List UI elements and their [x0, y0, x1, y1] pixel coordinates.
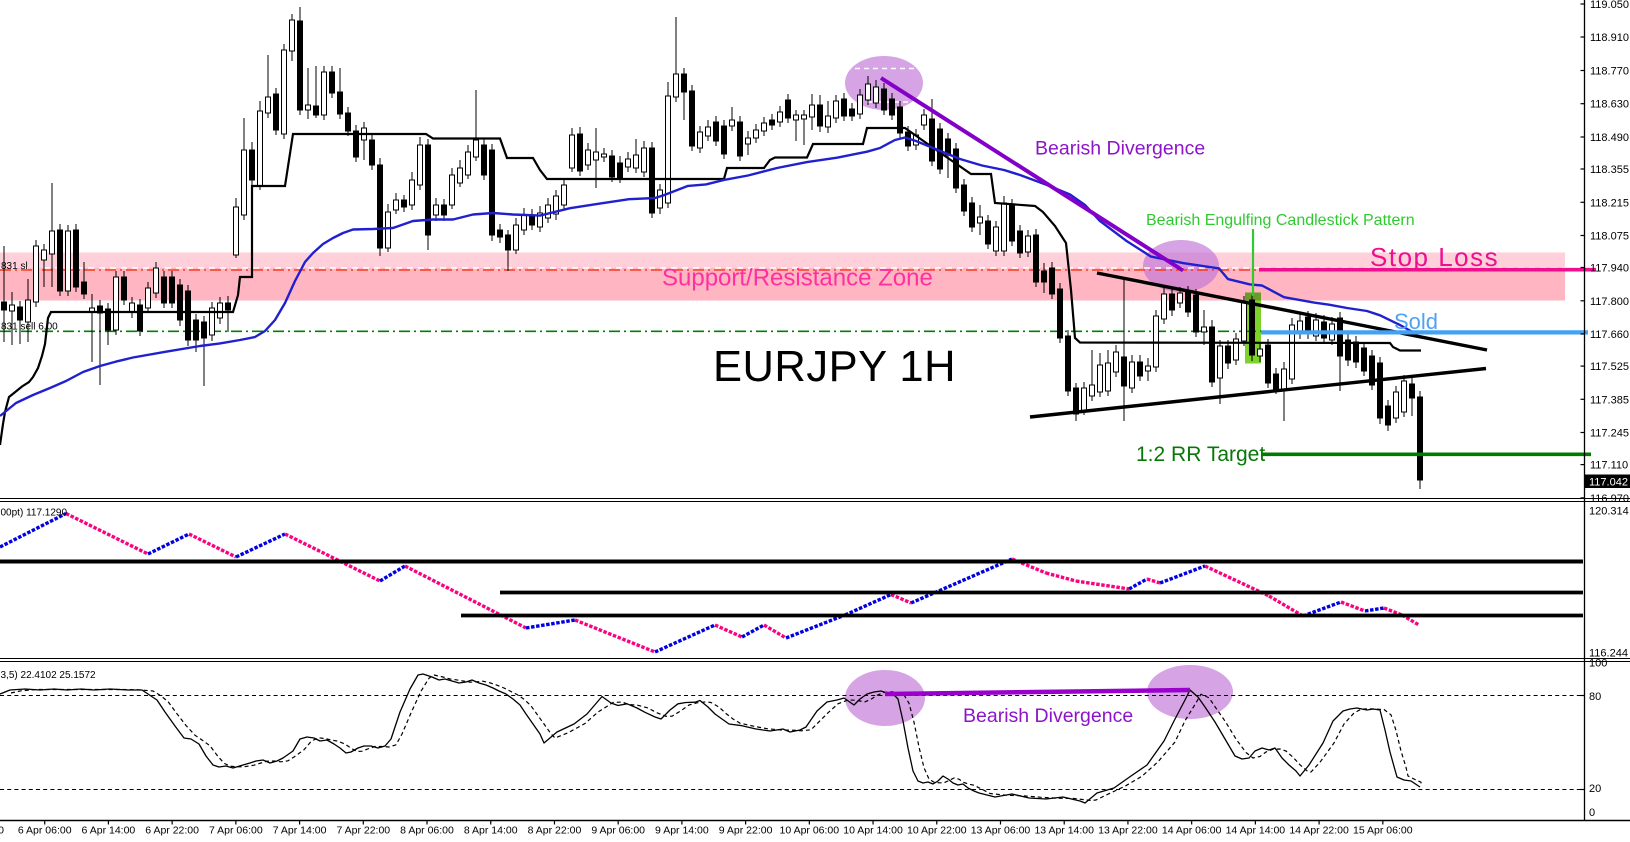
svg-text:15 Apr 06:00: 15 Apr 06:00 — [1353, 825, 1413, 837]
svg-text:9 Apr 14:00: 9 Apr 14:00 — [655, 825, 709, 837]
svg-text:100: 100 — [1589, 658, 1607, 670]
svg-text:118.075: 118.075 — [1590, 231, 1629, 243]
svg-text:118.355: 118.355 — [1590, 164, 1629, 176]
svg-text:120.314: 120.314 — [1589, 506, 1629, 518]
svg-text:117.385: 117.385 — [1590, 394, 1629, 406]
svg-text:8 Apr 22:00: 8 Apr 22:00 — [528, 825, 582, 837]
svg-text:831 sl: 831 sl — [1, 261, 28, 272]
svg-text:117.525: 117.525 — [1590, 361, 1629, 373]
svg-text:119.050: 119.050 — [1590, 0, 1629, 11]
svg-text:7 Apr 22:00: 7 Apr 22:00 — [336, 825, 390, 837]
svg-text:3,5) 22.4102 25.1572: 3,5) 22.4102 25.1572 — [1, 670, 97, 681]
svg-text:831 sell 6.00: 831 sell 6.00 — [1, 322, 58, 333]
svg-text:117.660: 117.660 — [1590, 329, 1629, 341]
svg-text:14 Apr 22:00: 14 Apr 22:00 — [1289, 825, 1349, 837]
svg-text:118.630: 118.630 — [1590, 99, 1629, 111]
svg-text:13 Apr 22:00: 13 Apr 22:00 — [1098, 825, 1158, 837]
svg-text:0: 0 — [1589, 807, 1595, 819]
svg-text:20: 20 — [1589, 783, 1601, 795]
svg-text:9 Apr 22:00: 9 Apr 22:00 — [719, 825, 773, 837]
svg-text:117.110: 117.110 — [1590, 460, 1628, 472]
svg-text:8 Apr 06:00: 8 Apr 06:00 — [400, 825, 454, 837]
svg-text:Bearish Divergence: Bearish Divergence — [1035, 138, 1205, 160]
svg-text:Stop Loss: Stop Loss — [1370, 242, 1499, 272]
svg-text:10 Apr 06:00: 10 Apr 06:00 — [780, 825, 840, 837]
svg-text:9 Apr 06:00: 9 Apr 06:00 — [591, 825, 645, 837]
svg-text:10 Apr 14:00: 10 Apr 14:00 — [843, 825, 903, 837]
svg-text:117.245: 117.245 — [1590, 428, 1629, 440]
svg-text:00pt) 117.1290: 00pt) 117.1290 — [1, 508, 68, 519]
svg-text:117.940: 117.940 — [1590, 263, 1629, 275]
svg-text:EURJPY 1H: EURJPY 1H — [713, 343, 956, 391]
svg-text:118.770: 118.770 — [1590, 66, 1629, 78]
svg-text:118.910: 118.910 — [1590, 32, 1629, 44]
svg-text:6 Apr 22:00: 6 Apr 22:00 — [145, 825, 199, 837]
svg-text:13 Apr 06:00: 13 Apr 06:00 — [971, 825, 1031, 837]
svg-text:80: 80 — [1589, 691, 1601, 703]
svg-text:7 Apr 14:00: 7 Apr 14:00 — [273, 825, 327, 837]
svg-text:Bearish Divergence: Bearish Divergence — [963, 705, 1133, 727]
svg-text:6 Apr 14:00: 6 Apr 14:00 — [82, 825, 136, 837]
svg-text:Bearish Engulfing Candlestick: Bearish Engulfing Candlestick Pattern — [1146, 212, 1415, 229]
svg-text:118.490: 118.490 — [1590, 132, 1629, 144]
svg-text:Sold: Sold — [1394, 309, 1438, 334]
svg-text:14 Apr 14:00: 14 Apr 14:00 — [1226, 825, 1286, 837]
svg-text:116.970: 116.970 — [1590, 493, 1629, 505]
svg-text:13 Apr 14:00: 13 Apr 14:00 — [1034, 825, 1094, 837]
svg-text:Support/Resistance Zone: Support/Resistance Zone — [662, 265, 933, 292]
svg-text:0: 0 — [0, 825, 4, 837]
svg-text:116.244: 116.244 — [1589, 648, 1628, 660]
svg-text:8 Apr 14:00: 8 Apr 14:00 — [464, 825, 518, 837]
svg-text:117.800: 117.800 — [1590, 296, 1629, 308]
svg-text:7 Apr 06:00: 7 Apr 06:00 — [209, 825, 263, 837]
svg-text:10 Apr 22:00: 10 Apr 22:00 — [907, 825, 967, 837]
svg-text:14 Apr 06:00: 14 Apr 06:00 — [1162, 825, 1222, 837]
svg-text:118.215: 118.215 — [1590, 197, 1629, 209]
svg-text:117.042: 117.042 — [1589, 477, 1628, 489]
svg-text:1:2 RR Target: 1:2 RR Target — [1136, 443, 1265, 466]
svg-text:6 Apr 06:00: 6 Apr 06:00 — [18, 825, 72, 837]
